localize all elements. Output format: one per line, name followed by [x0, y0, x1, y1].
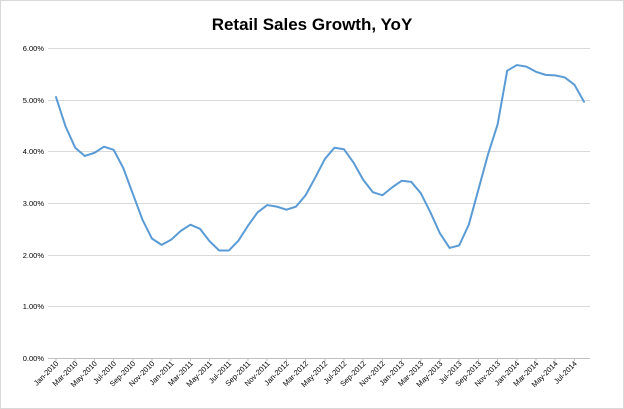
y-tick-label: 1.00% [23, 302, 45, 311]
y-tick-label: 2.00% [23, 251, 45, 260]
chart-title: Retail Sales Growth, YoY [212, 15, 413, 34]
y-tick-label: 4.00% [23, 147, 45, 156]
y-tick-label: 3.00% [23, 199, 45, 208]
series-line [55, 64, 585, 252]
x-axis-ticks: Jan-2010Mar-2010May-2010Jul-2010Sep-2010… [32, 358, 579, 389]
series-layer [55, 64, 585, 252]
y-tick-label: 0.00% [23, 354, 45, 363]
gridlines [48, 48, 590, 359]
y-axis-ticks: 0.00% 1.00% 2.00% 3.00% 4.00% 5.00% 6.00% [23, 44, 45, 363]
y-tick-label: 5.00% [23, 96, 45, 105]
y-tick-label: 6.00% [23, 44, 45, 53]
